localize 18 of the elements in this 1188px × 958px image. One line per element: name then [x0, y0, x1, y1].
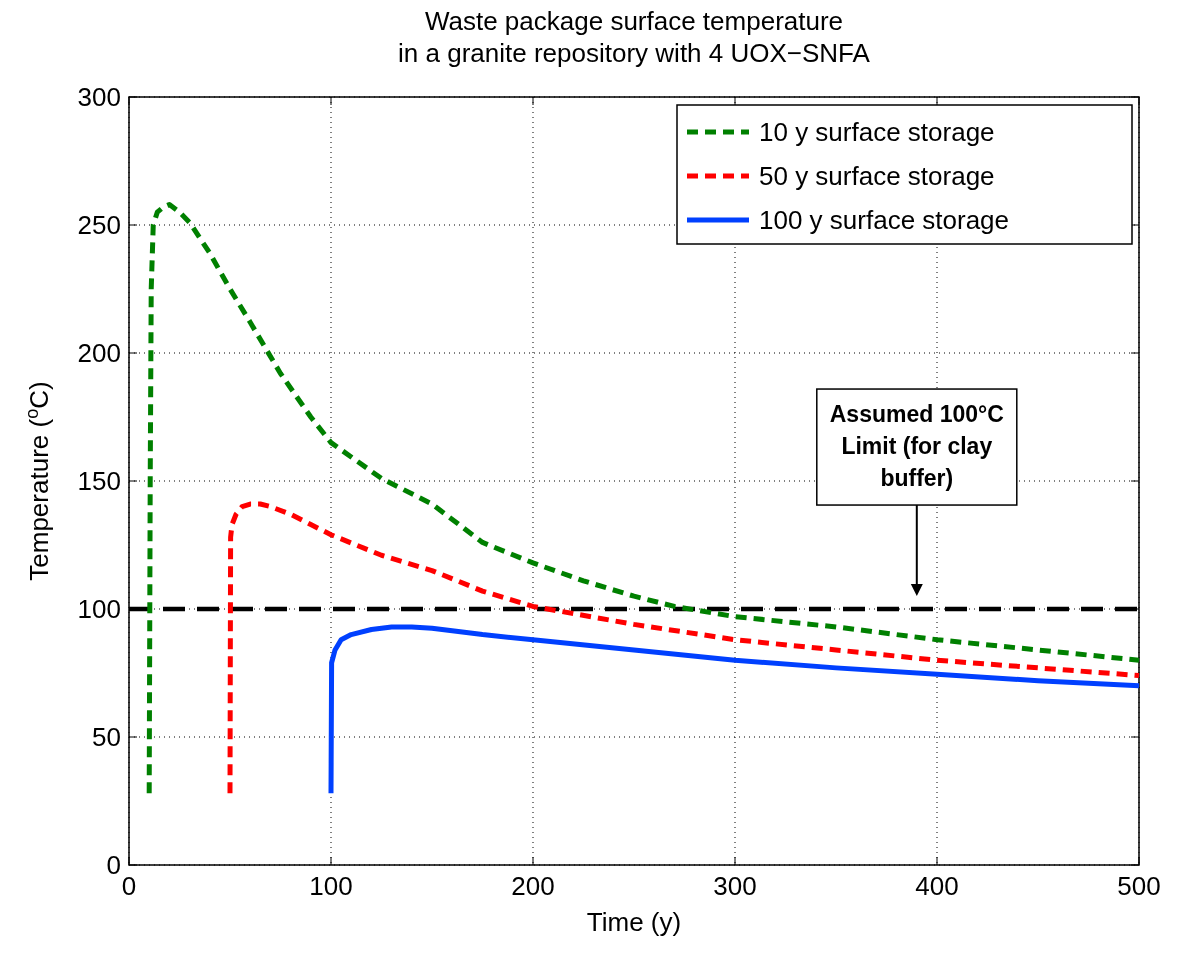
x-tick-label: 300 [713, 871, 757, 901]
x-tick-label: 500 [1117, 871, 1161, 901]
annotation: Assumed 100°C Limit (for clay buffer) [829, 401, 1004, 492]
y-tick-label: 150 [77, 466, 121, 496]
chart-title: Waste package surface temperature in a granite repository with 4 UOX−SNFA [398, 6, 871, 68]
legend-label: 50 y surface storage [759, 161, 995, 191]
y-tick-label: 250 [77, 210, 121, 240]
y-tick-label: 100 [77, 594, 121, 624]
x-tick-label: 400 [915, 871, 959, 901]
legend-label: 10 y surface storage [759, 117, 995, 147]
y-tick-label: 300 [77, 82, 121, 112]
y-tick-label: 0 [106, 850, 121, 880]
x-axis-title: Time (y) [586, 907, 682, 937]
x-tick-label: 100 [309, 871, 353, 901]
x-tick-label: 200 [511, 871, 555, 901]
legend-label: 100 y surface storage [759, 205, 1010, 235]
y-tick-label: 50 [92, 722, 121, 752]
y-tick-label: 200 [77, 338, 121, 368]
